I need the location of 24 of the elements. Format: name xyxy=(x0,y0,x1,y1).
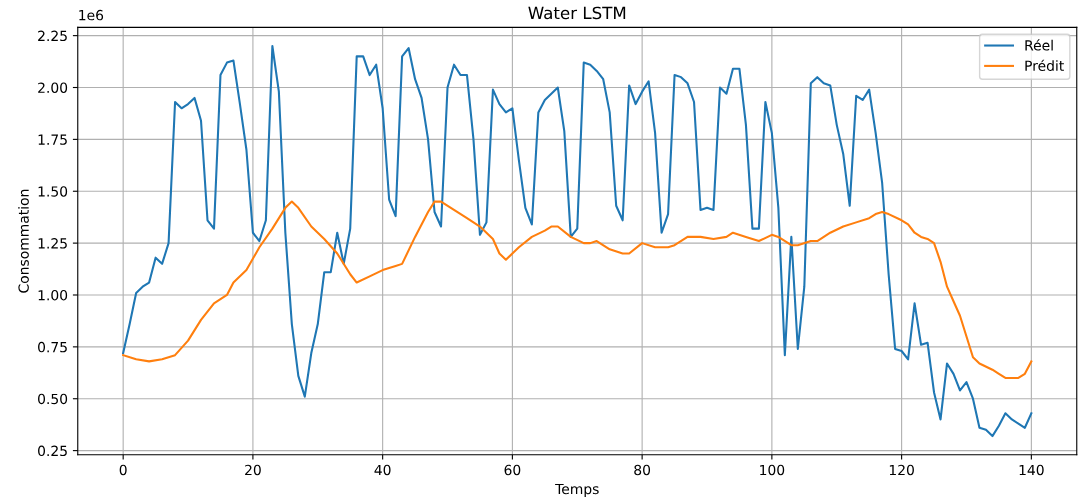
x-axis-title: Temps xyxy=(555,483,599,497)
y-tick-label: 1.75 xyxy=(38,134,67,145)
x-tick-label: 100 xyxy=(760,464,785,476)
x-tick-label: 120 xyxy=(889,464,914,476)
y-tick-label: 0.25 xyxy=(38,445,67,457)
x-tick-label: 140 xyxy=(1019,464,1044,476)
y-tick-label: 1.00 xyxy=(38,289,68,301)
y-tick-label: 0.75 xyxy=(38,341,67,353)
x-tick-label: 20 xyxy=(245,464,261,476)
y-tick-label: 2.00 xyxy=(38,82,68,93)
x-tick-label: 60 xyxy=(504,464,521,476)
x-tick-label: 0 xyxy=(119,464,127,476)
text: 1e6 xyxy=(79,9,104,21)
legend-label: Réel xyxy=(1025,39,1053,51)
x-tick-label: 40 xyxy=(374,464,391,476)
y-tick-label: 1.25 xyxy=(38,238,67,249)
chart-title: Water LSTM xyxy=(528,6,626,20)
line-series xyxy=(122,200,1033,380)
x-tick-label: 80 xyxy=(634,464,651,476)
y-tick-label: 2.25 xyxy=(38,30,67,42)
y-tick-label: 0.50 xyxy=(38,393,68,405)
y-axis-title: Consommation xyxy=(18,189,29,293)
y-tick-label: 1.50 xyxy=(38,186,68,197)
legend-label: Prédit xyxy=(1025,59,1064,71)
